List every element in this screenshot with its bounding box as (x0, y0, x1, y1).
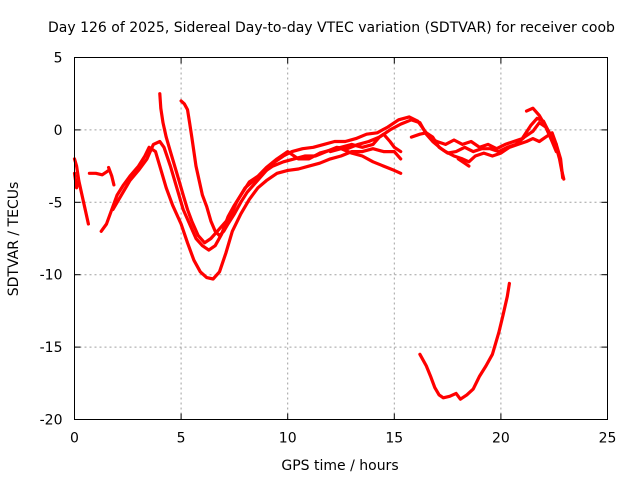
x-tick-label: 15 (385, 431, 403, 447)
x-tick-label: 20 (492, 431, 510, 447)
x-tick-label: 10 (279, 431, 297, 447)
x-tick-label: 0 (70, 431, 79, 447)
series-arc-9 (409, 131, 565, 180)
y-axis-label: SDTVAR / TECUs (6, 182, 22, 297)
series-arc-10 (524, 106, 566, 181)
series-arc-12 (418, 281, 511, 401)
y-tick-label: -10 (40, 268, 63, 284)
plot-frame (74, 57, 608, 420)
series-arc-11 (456, 157, 471, 168)
series-arc-5 (99, 145, 403, 281)
series-arc-13 (328, 147, 403, 175)
series-arc-8 (179, 99, 558, 238)
x-tick-label: 5 (177, 431, 186, 447)
y-tick-label: 0 (54, 123, 63, 139)
series-arc-1 (72, 157, 90, 226)
series-arc-4 (107, 165, 116, 187)
x-axis-label: GPS time / hours (281, 458, 398, 474)
y-tick-label: 5 (54, 51, 63, 67)
series-arc-3 (87, 168, 111, 177)
chart-title: Day 126 of 2025, Sidereal Day-to-day VTE… (48, 20, 615, 36)
y-tick-label: -5 (49, 195, 63, 211)
data-series (72, 92, 566, 401)
y-tick-label: -20 (40, 413, 63, 429)
series-arc-2 (72, 171, 80, 190)
series-arc-7 (158, 92, 558, 245)
axis-ticks: 0 5 10 15 20 25 -20 -15 -10 -5 0 5 (40, 51, 617, 447)
grid (74, 57, 608, 420)
x-tick-label: 25 (599, 431, 617, 447)
y-tick-label: -15 (40, 340, 63, 356)
